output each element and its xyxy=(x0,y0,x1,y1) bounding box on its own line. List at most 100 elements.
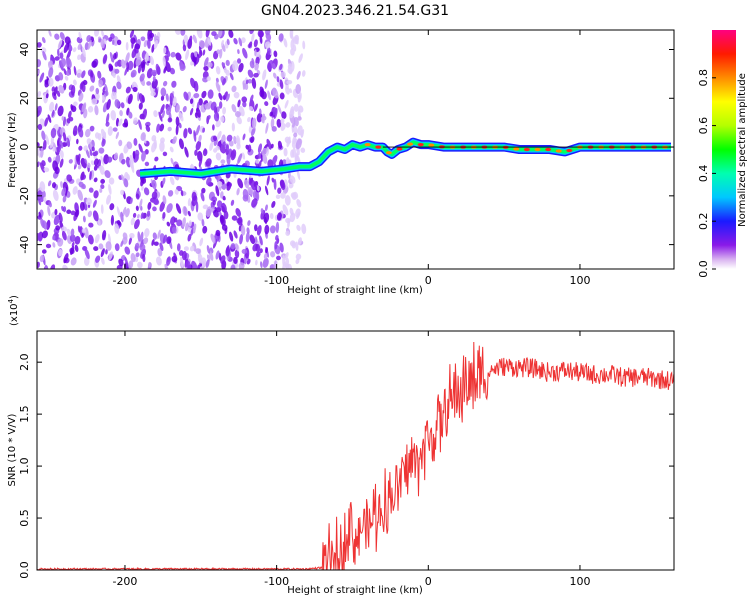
noise-blob xyxy=(149,32,155,38)
noise-blob xyxy=(247,220,251,226)
noise-blob xyxy=(52,141,57,153)
noise-blob xyxy=(273,50,278,58)
noise-blob xyxy=(91,60,97,68)
noise-blob xyxy=(135,252,140,258)
colorbar: 0.0 0.2 0.4 0.6 0.8 Normalized spectral ampl… xyxy=(697,30,748,278)
noise-blob xyxy=(100,184,105,189)
snr-ytick-label: 0.5 xyxy=(18,509,31,527)
noise-blob xyxy=(68,159,73,164)
noise-blob xyxy=(247,69,254,78)
noise-blob xyxy=(139,198,143,209)
noise-blob xyxy=(104,83,108,93)
noise-blob xyxy=(260,261,263,269)
noise-blob xyxy=(249,94,254,103)
noise-blob xyxy=(129,232,135,239)
noise-blob xyxy=(130,217,135,226)
noise-blob xyxy=(264,101,269,107)
snr-series-line xyxy=(37,341,674,570)
noise-blob xyxy=(242,133,246,141)
noise-blob xyxy=(162,211,166,219)
noise-blob xyxy=(90,70,94,78)
noise-blob xyxy=(165,93,169,102)
noise-blob xyxy=(131,37,135,49)
noise-blob xyxy=(241,248,248,254)
noise-blob xyxy=(99,188,103,193)
noise-blob xyxy=(236,116,242,125)
noise-blob xyxy=(56,144,62,154)
noise-blob xyxy=(171,226,177,234)
noise-blob xyxy=(203,65,209,72)
noise-blob xyxy=(174,189,179,195)
noise-blob xyxy=(248,106,254,111)
noise-blob xyxy=(221,141,226,149)
noise-blob xyxy=(146,81,152,86)
noise-blob xyxy=(173,252,178,262)
ridge-peak xyxy=(375,145,382,149)
noise-blob xyxy=(255,56,260,66)
noise-blob xyxy=(101,138,106,147)
noise-blob xyxy=(249,30,254,35)
noise-blob xyxy=(77,225,81,233)
noise-blob xyxy=(257,152,262,159)
noise-blob xyxy=(125,52,130,63)
noise-blob xyxy=(216,181,223,188)
noise-blob xyxy=(241,152,246,160)
noise-blob xyxy=(146,210,151,217)
spectrogram-xtick-label: -100 xyxy=(264,274,289,287)
noise-blob xyxy=(57,48,60,57)
noise-blob xyxy=(238,37,243,47)
noise-blob xyxy=(85,148,90,159)
noise-blob xyxy=(63,42,70,54)
noise-blob xyxy=(43,139,47,150)
noise-blob xyxy=(236,187,240,196)
noise-blob xyxy=(37,69,40,75)
noise-blob xyxy=(275,234,279,241)
noise-blob xyxy=(194,149,198,156)
noise-blob xyxy=(126,61,130,73)
noise-blob xyxy=(82,215,86,223)
noise-blob xyxy=(270,251,276,258)
noise-blob xyxy=(52,242,56,248)
noise-blob xyxy=(59,52,64,60)
noise-blob xyxy=(132,86,138,93)
noise-blob xyxy=(262,113,266,119)
snr-xtick-label: 0 xyxy=(425,575,432,588)
noise-blob xyxy=(266,175,270,186)
noise-blob xyxy=(275,194,281,200)
noise-blob xyxy=(70,104,74,111)
noise-blob xyxy=(179,64,186,72)
noise-blob xyxy=(280,117,285,125)
noise-blob xyxy=(287,67,293,74)
noise-blob xyxy=(237,153,243,164)
noise-blob xyxy=(282,255,286,267)
noise-blob xyxy=(87,210,93,218)
noise-blob xyxy=(285,230,290,237)
noise-blob xyxy=(294,152,298,164)
noise-blob xyxy=(251,33,255,42)
noise-blob xyxy=(62,195,67,203)
noise-blob xyxy=(178,122,182,129)
noise-blob xyxy=(126,141,133,150)
noise-blob xyxy=(54,56,60,61)
noise-blob xyxy=(94,150,99,156)
noise-blob xyxy=(281,111,287,120)
noise-blob xyxy=(100,39,105,49)
noise-blob xyxy=(70,228,75,237)
noise-blob xyxy=(295,208,301,218)
noise-blob xyxy=(167,190,174,197)
noise-blob xyxy=(277,104,282,115)
noise-blob xyxy=(77,164,82,170)
noise-blob xyxy=(48,67,54,78)
noise-blob xyxy=(111,39,115,46)
noise-blob xyxy=(275,221,280,233)
noise-blob xyxy=(244,77,248,84)
noise-blob xyxy=(188,220,192,227)
noise-blob xyxy=(205,30,210,38)
noise-blob xyxy=(220,215,224,224)
noise-blob xyxy=(201,187,206,194)
noise-blob xyxy=(48,77,54,87)
noise-blob xyxy=(221,62,226,67)
noise-blob xyxy=(151,238,155,246)
noise-blob xyxy=(81,70,86,79)
noise-blob xyxy=(48,30,52,37)
